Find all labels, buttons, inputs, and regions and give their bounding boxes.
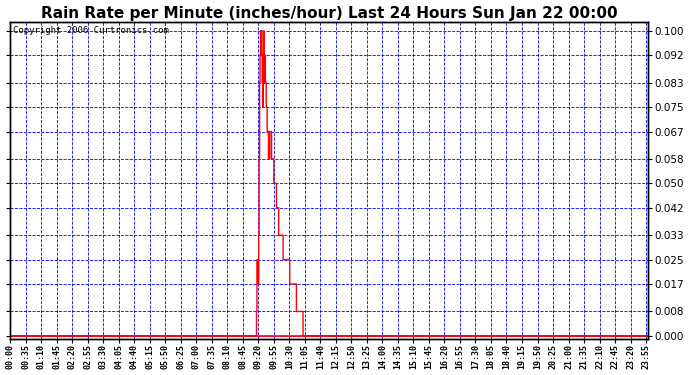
- Text: Copyright 2006 Curtronics.com: Copyright 2006 Curtronics.com: [13, 27, 169, 36]
- Title: Rain Rate per Minute (inches/hour) Last 24 Hours Sun Jan 22 00:00: Rain Rate per Minute (inches/hour) Last …: [41, 6, 618, 21]
